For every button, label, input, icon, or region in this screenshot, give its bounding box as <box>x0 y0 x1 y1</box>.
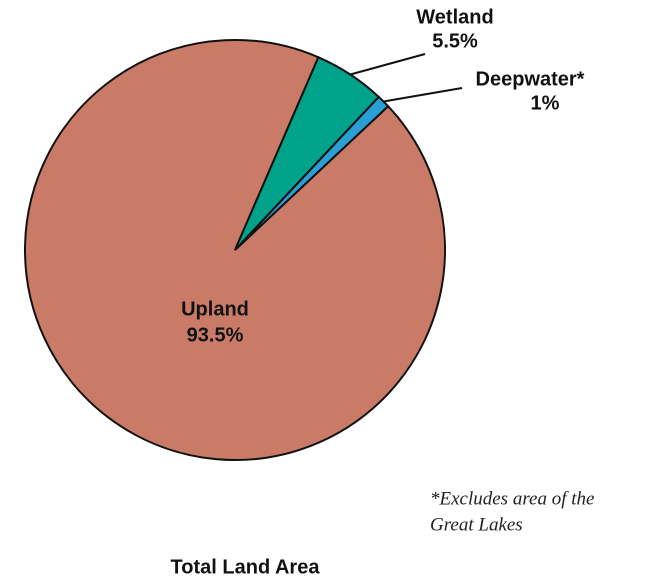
value-label: 93.5% <box>187 324 244 346</box>
value-label: 1% <box>531 92 560 114</box>
pie-slice <box>234 95 390 251</box>
leader-line <box>350 53 426 76</box>
footnote: *Excludes area of the <box>430 488 594 509</box>
slice-label: Upland <box>181 298 249 320</box>
slice-label: Wetland <box>416 6 493 28</box>
value-label: 5.5% <box>432 30 478 52</box>
leader-line <box>383 87 463 103</box>
slice-label: Deepwater* <box>476 68 585 90</box>
footnote: Great Lakes <box>430 514 523 535</box>
chart-title: Total Land Area <box>171 556 321 578</box>
